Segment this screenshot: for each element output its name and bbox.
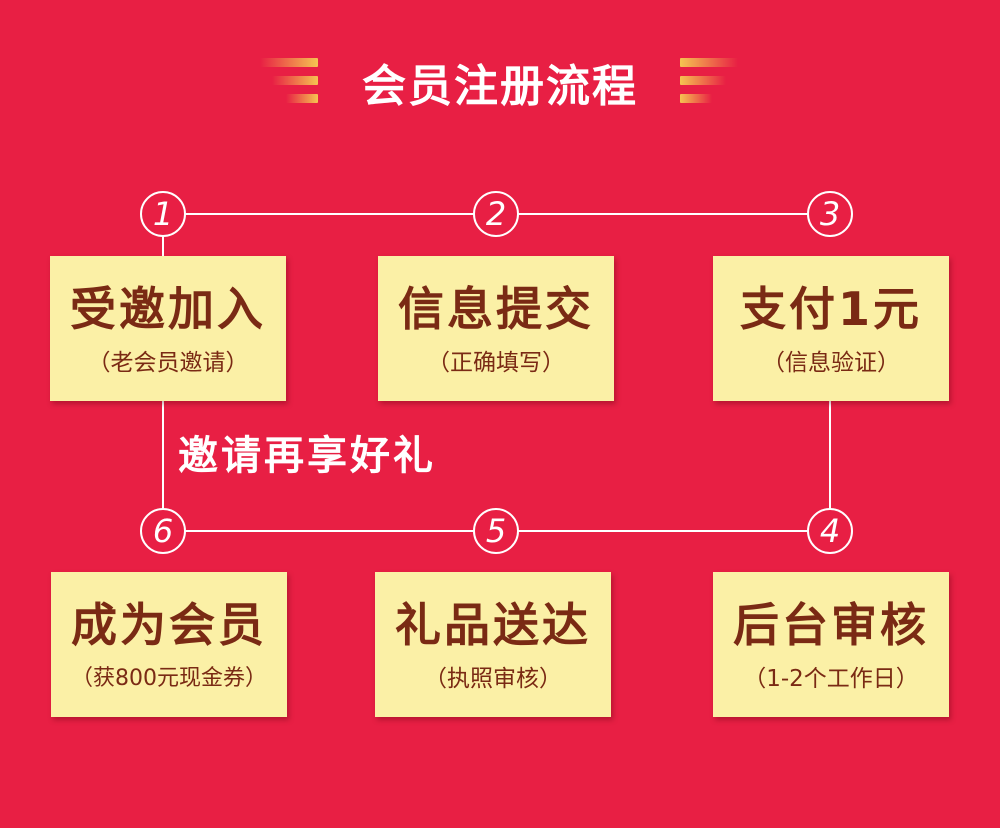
step-6-box: 成为会员 （获800元现金券）	[51, 572, 287, 717]
page-title: 会员注册流程	[362, 61, 638, 112]
step-6-label: 成为会员	[71, 598, 267, 652]
step-4-label: 后台审核	[733, 598, 929, 652]
step-1-sub: （老会员邀请）	[87, 350, 249, 376]
step-1-label: 受邀加入	[70, 282, 266, 336]
step-3-sub: （信息验证）	[762, 350, 900, 376]
step-2-sub: （正确填写）	[427, 350, 565, 376]
step-5-label: 礼品送达	[395, 598, 591, 652]
step-3-box: 支付1元 （信息验证）	[713, 256, 949, 401]
step-4-sub: （1-2个工作日）	[743, 666, 919, 692]
step-2-number: 2	[473, 191, 519, 237]
step-3-number: 3	[807, 191, 853, 237]
step-6-sub: （获800元现金券）	[71, 666, 267, 691]
step-5-sub: （执照审核）	[424, 666, 562, 692]
step-3-label: 支付1元	[739, 282, 922, 336]
step-2-label: 信息提交	[398, 282, 594, 336]
step-1-number: 1	[140, 191, 186, 237]
invite-reward-note: 邀请再享好礼	[178, 433, 436, 479]
step-5-number: 5	[473, 508, 519, 554]
step-4-box: 后台审核 （1-2个工作日）	[713, 572, 949, 717]
step-1-box: 受邀加入 （老会员邀请）	[50, 256, 286, 401]
title-decoration-left	[250, 56, 320, 110]
step-5-box: 礼品送达 （执照审核）	[375, 572, 611, 717]
step-2-box: 信息提交 （正确填写）	[378, 256, 614, 401]
step-6-number: 6	[140, 508, 186, 554]
step-4-number: 4	[807, 508, 853, 554]
title-decoration-right	[678, 56, 748, 110]
